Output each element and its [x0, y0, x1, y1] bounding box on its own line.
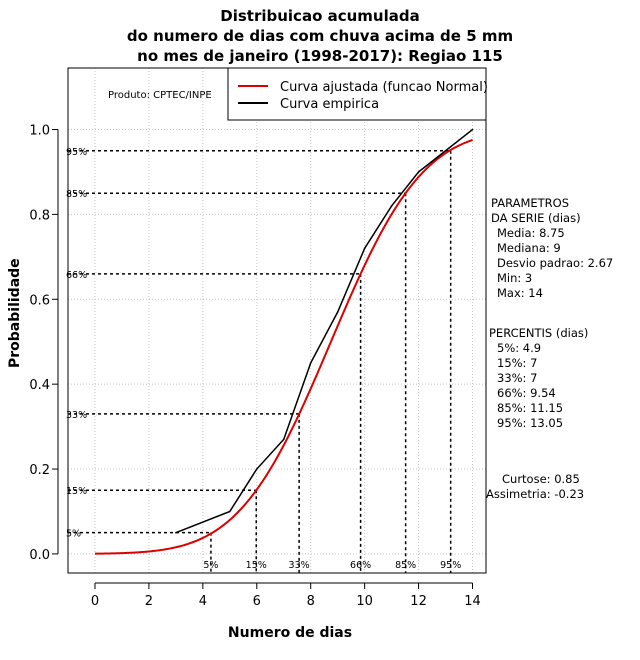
legend-label-0: Curva ajustada (funcao Normal)	[280, 80, 488, 95]
plot-frame	[67, 67, 487, 574]
x-tick-label-0: 0	[91, 594, 99, 609]
percentil-15: 15%: 7	[497, 356, 538, 370]
percentile-label-y-33%: 33%	[66, 410, 87, 421]
percentis-title: PERCENTIS (dias)	[489, 326, 589, 340]
percentile-label-y-85%: 85%	[66, 189, 87, 200]
percentile-label-x-85%: 85%	[395, 560, 416, 571]
param-desvio: Desvio padrao: 2.67	[497, 256, 614, 270]
empirical-point-14	[471, 128, 474, 131]
empirical-point-6	[255, 468, 258, 470]
empirical-point-7	[282, 438, 285, 441]
parametros-block: PARAMETROS DA SERIE (dias) Media: 8.75 M…	[487, 196, 613, 301]
legend-box	[227, 67, 487, 121]
percentil-85: 85%: 11.15	[497, 401, 564, 415]
produto-label: Produto: CPTEC/INPE	[108, 90, 212, 101]
empirical-curve	[175, 128, 473, 534]
param-media: Media: 8.75	[497, 226, 565, 240]
parametros-title-1: PARAMETROS	[491, 196, 570, 210]
percentile-label-y-15%: 15%	[66, 486, 87, 497]
percentis-block: PERCENTIS (dias) 5%: 4.9 15%: 7 33%: 7 6…	[487, 326, 588, 431]
y-tick-label-1: 1.0	[29, 124, 50, 139]
x-tick-label-14: 14	[464, 594, 481, 609]
y-tick-label-0.4: 0.4	[29, 378, 50, 393]
empirical-point-12	[417, 171, 420, 173]
empirical-point-8	[309, 362, 312, 364]
y-tick-label-0.6: 0.6	[29, 293, 50, 308]
x-tick-label-12: 12	[410, 594, 427, 609]
y-tick-label-0.8: 0.8	[29, 208, 50, 223]
x-tick-label-6: 6	[253, 594, 261, 609]
x-tick-label-4: 4	[199, 594, 207, 609]
param-max: Max: 14	[497, 286, 543, 300]
empirical-point-11	[390, 205, 393, 207]
param-min: Min: 3	[497, 271, 533, 285]
percentil-5: 5%: 4.9	[497, 341, 542, 355]
empirical-point-13	[444, 149, 447, 152]
y-tick-label-0.2: 0.2	[29, 463, 50, 478]
percentil-66: 66%: 9.54	[497, 386, 556, 400]
x-tick-label-2: 2	[145, 594, 153, 609]
assimetria: Assimetria: -0.23	[486, 487, 585, 501]
empirical-point-5	[229, 510, 231, 513]
percentil-95: 95%: 13.05	[497, 416, 564, 430]
chart-title-line-2: do numero de dias com chuva acima de 5 m…	[126, 27, 514, 45]
y-tick-label-0: 0.0	[29, 548, 50, 563]
percentile-label-y-66%: 66%	[66, 270, 87, 281]
percentile-label-y-95%: 95%	[66, 147, 87, 158]
curtose: Curtose: 0.85	[502, 472, 580, 486]
chart-title-line-3: no mes de janeiro (1998-2017): Regiao 11…	[137, 47, 503, 65]
legend-label-1: Curva empirica	[280, 97, 379, 112]
normal-fit-curve	[94, 139, 473, 555]
percentile-label-y-5%: 5%	[66, 529, 81, 540]
percentile-label-x-5%: 5%	[203, 560, 218, 571]
x-tick-label-10: 10	[356, 594, 373, 609]
empirical-point-9	[336, 311, 339, 313]
percentil-33: 33%: 7	[497, 371, 538, 385]
x-tick-label-8: 8	[307, 594, 315, 609]
param-mediana: Mediana: 9	[497, 241, 561, 255]
parametros-title-2: DA SERIE (dias)	[491, 211, 581, 225]
percentile-label-x-95%: 95%	[440, 560, 461, 571]
percentile-label-x-15%: 15%	[246, 560, 267, 571]
empirical-point-10	[363, 247, 366, 250]
y-axis-label: Probabilidade	[7, 258, 23, 368]
shape-stats-block: Curtose: 0.85 Assimetria: -0.23	[486, 472, 584, 502]
percentile-label-x-66%: 66%	[350, 560, 371, 571]
empirical-point-3	[175, 531, 177, 534]
percentile-label-x-33%: 33%	[289, 560, 310, 571]
chart-title-line-1: Distribuicao acumulada	[220, 7, 420, 25]
x-axis-label: Numero de dias	[227, 625, 353, 641]
